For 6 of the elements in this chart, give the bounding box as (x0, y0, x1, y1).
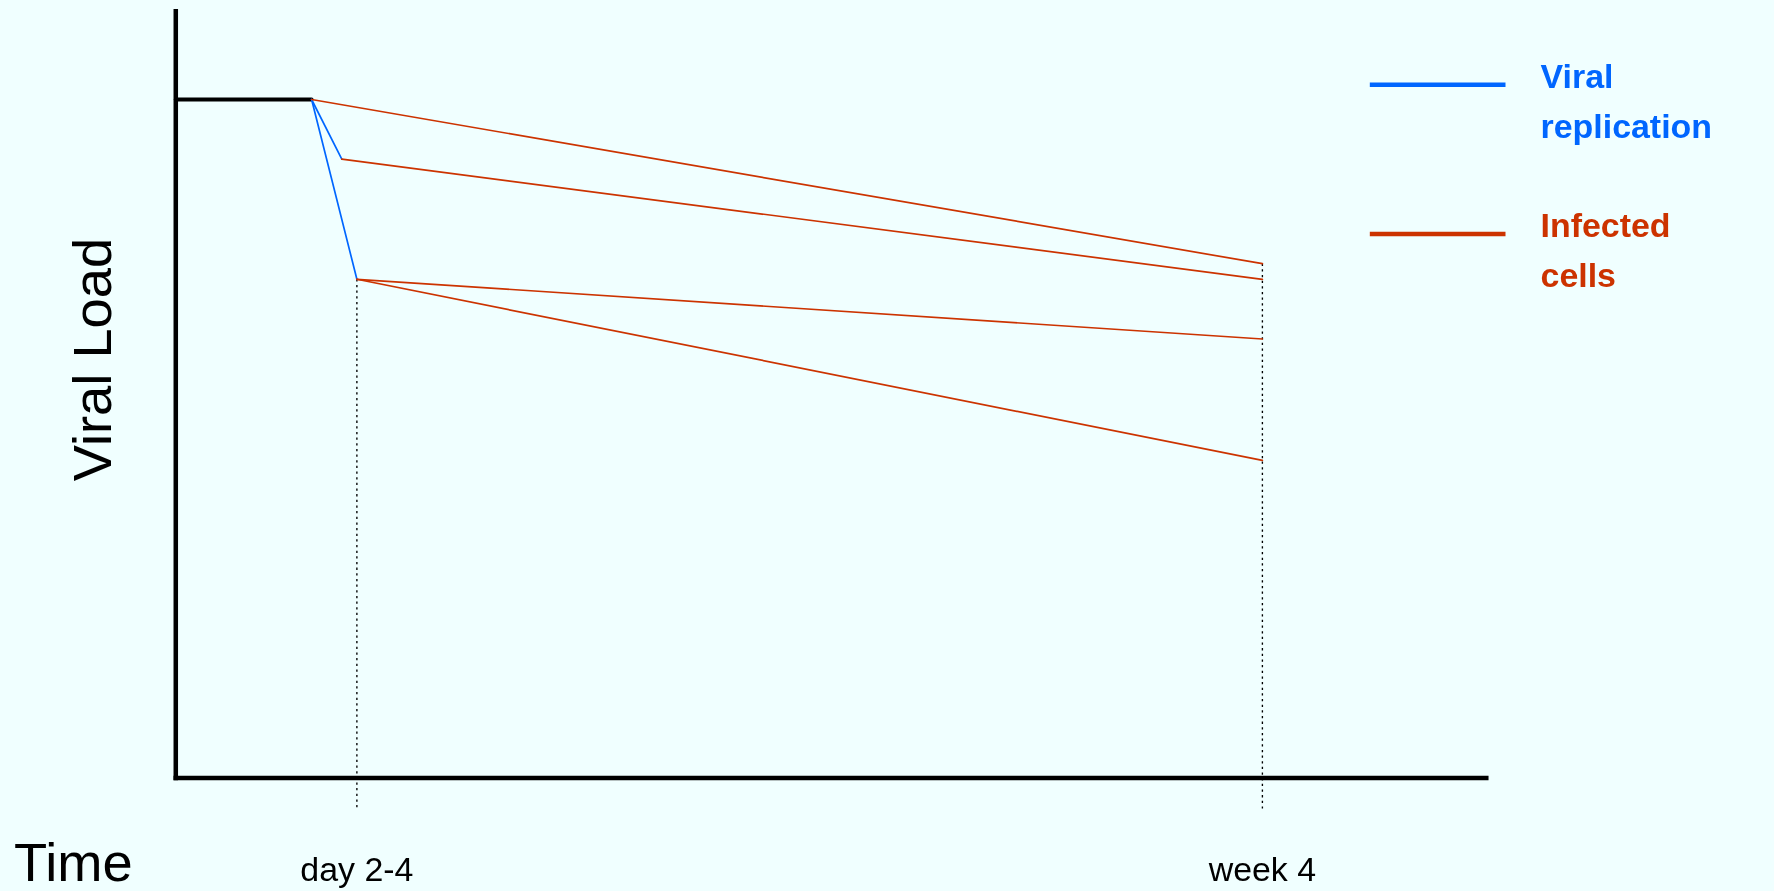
x-tick-label: week 4 (1207, 849, 1317, 888)
x-tick-label: day 2-4 (300, 849, 414, 888)
y-axis-title: Viral Load (62, 237, 124, 482)
legend-label: Infected cells (1540, 206, 1671, 295)
legend-label: Viral replication (1540, 57, 1712, 145)
x-axis-title: Time (14, 831, 133, 891)
